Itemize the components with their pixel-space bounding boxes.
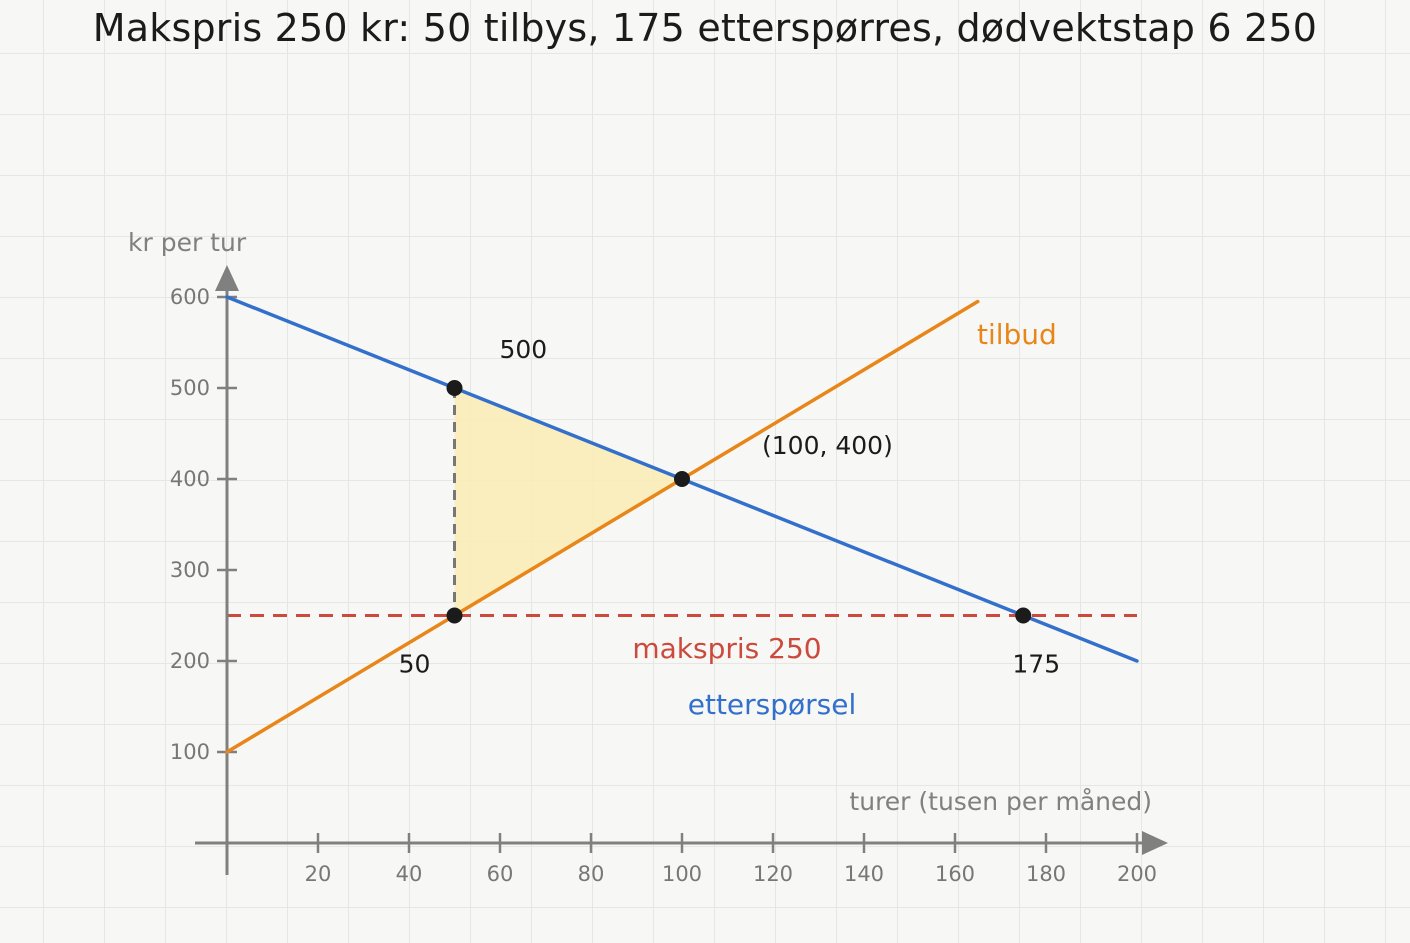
- x-tick-label: 140: [844, 862, 884, 886]
- y-tick-label: 600: [170, 285, 210, 309]
- x-axis-title: turer (tusen per måned): [849, 787, 1152, 816]
- point-label: (100, 400): [762, 431, 893, 460]
- marked-point: [1015, 607, 1032, 624]
- point-label: 500: [500, 335, 548, 364]
- marked-point: [446, 380, 463, 396]
- point-label: 50: [399, 650, 431, 679]
- x-tick-label: 180: [1026, 862, 1066, 886]
- x-axis-arrow: [1142, 831, 1168, 855]
- y-axis-arrow: [215, 265, 239, 291]
- x-tick-label: 120: [753, 862, 793, 886]
- x-tick-label: 60: [487, 862, 514, 886]
- supply-label: tilbud: [977, 318, 1057, 351]
- marked-point: [674, 471, 690, 487]
- x-tick-label: 80: [578, 862, 605, 886]
- marked-point: [446, 607, 463, 624]
- demand-label: etterspørsel: [688, 688, 857, 721]
- price-ceiling-label: makspris 250: [632, 632, 821, 665]
- y-axis-title: kr per tur: [128, 228, 247, 257]
- x-tick-label: 200: [1117, 862, 1157, 886]
- x-tick-label: 20: [305, 862, 332, 886]
- y-tick-label: 500: [170, 376, 210, 400]
- y-tick-label: 100: [170, 740, 210, 764]
- supply-line: [225, 299, 980, 754]
- x-tick-label: 40: [396, 862, 423, 886]
- chart-title: Makspris 250 kr: 50 tilbys, 175 etterspø…: [92, 6, 1318, 50]
- x-tick-label: 100: [662, 862, 702, 886]
- x-tick-label: 160: [935, 862, 975, 886]
- deadweight-loss-area: [454, 388, 682, 616]
- y-tick-label: 200: [170, 649, 210, 673]
- point-label: 175: [1012, 650, 1060, 679]
- y-tick-label: 300: [170, 558, 210, 582]
- y-tick-label: 400: [170, 467, 210, 491]
